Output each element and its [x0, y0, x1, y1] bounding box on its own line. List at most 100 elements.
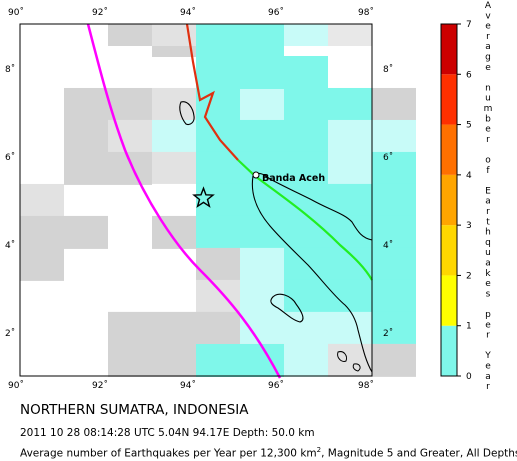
- colorbar-tick-label: 6: [466, 70, 472, 80]
- map-frame: [19, 23, 373, 377]
- grid-cell: [152, 151, 196, 185]
- grid-cell: [328, 119, 372, 153]
- grid-cell: [64, 119, 108, 153]
- lon-label-top: 90˚: [8, 7, 24, 18]
- banda-aceh-marker: [252, 171, 260, 179]
- grid-cell: [284, 247, 328, 281]
- grid-cell: [240, 215, 284, 249]
- grid-cell: [20, 247, 64, 281]
- grid-cell: [196, 151, 240, 185]
- grid-cell: [284, 151, 328, 185]
- lon-label-top: 94˚: [180, 7, 196, 18]
- grid-cell: [284, 215, 328, 249]
- grid-cell: [108, 343, 152, 377]
- colorbar-title-letter: t: [486, 217, 490, 227]
- grid-cell: [108, 151, 152, 185]
- grid-cell: [284, 343, 328, 377]
- grid-cell: [328, 87, 372, 121]
- colorbar-title-letter: r: [486, 331, 490, 341]
- grid-cell: [152, 119, 196, 153]
- lat-label-left: 8˚: [5, 64, 15, 75]
- grid-cell: [196, 344, 240, 377]
- grid-cell: [240, 247, 284, 281]
- grid-cell: [372, 343, 416, 377]
- grid-cell: [152, 24, 196, 46]
- grid-cell: [196, 24, 240, 57]
- colorbar-tick-label: 7: [466, 20, 472, 30]
- lat-label-left: 4˚: [5, 240, 15, 251]
- colorbar-title-letter: u: [485, 94, 491, 104]
- colorbar-title-letter: o: [485, 156, 491, 166]
- epicenter-star-icon: [192, 186, 215, 208]
- grid-cell: [196, 215, 240, 249]
- lon-label-bottom: 90˚: [8, 380, 24, 391]
- colorbar-title-letter: m: [484, 104, 493, 114]
- colorbar-segment: [441, 225, 457, 276]
- grid-cell: [152, 183, 196, 217]
- lat-label-left: 6˚: [5, 152, 15, 163]
- colorbar-title-letter: a: [485, 42, 491, 52]
- colorbar-title-letter: E: [485, 186, 491, 196]
- lon-label-top: 92˚: [92, 7, 108, 18]
- grid-cell: [372, 183, 416, 217]
- grid-cell: [372, 311, 416, 345]
- grid-cell: [372, 215, 416, 249]
- colorbar-title-letter: g: [485, 53, 491, 63]
- colorbar-segment: [441, 124, 457, 175]
- colorbar-title-letter: n: [485, 83, 491, 93]
- grid-cell: [284, 24, 328, 46]
- grid-cell: [284, 279, 328, 313]
- grid-cell: [240, 24, 284, 57]
- grid-cell: [372, 279, 416, 313]
- fault-line-red: [185, 23, 239, 161]
- colorbar-title-letter: v: [485, 11, 491, 21]
- lon-label-bottom: 96˚: [268, 380, 284, 391]
- colorbar-title-letter: e: [485, 125, 491, 135]
- fault-line-green: [237, 159, 373, 281]
- grid-cell: [240, 56, 284, 89]
- colorbar-title-letter: h: [485, 228, 491, 238]
- grid-cell: [284, 119, 328, 153]
- colorbar-title-letter: u: [485, 248, 491, 258]
- grid-cell: [152, 215, 196, 249]
- grid-cell: [240, 87, 284, 121]
- colorbar-title-letter: e: [485, 63, 491, 73]
- grid-cell: [328, 151, 372, 185]
- colorbar-title-letter: r: [486, 207, 490, 217]
- colorbar-title-letter: a: [485, 372, 491, 382]
- colorbar-title-letter: q: [485, 238, 491, 248]
- grid-cell: [152, 343, 196, 377]
- grid-cell: [284, 87, 328, 121]
- lon-label-top: 98˚: [358, 7, 374, 18]
- grid-cell: [240, 183, 284, 217]
- lon-label-top: 96˚: [268, 7, 284, 18]
- grid-cell: [372, 87, 416, 121]
- grid-cell: [64, 87, 108, 121]
- grid-cell: [152, 311, 196, 345]
- lat-label-right: 6˚: [383, 152, 393, 163]
- colorbar-tick-label: 0: [466, 372, 472, 382]
- grid-cell: [108, 119, 152, 153]
- colorbar-tick-label: 4: [466, 171, 472, 181]
- grid-cell: [372, 119, 416, 153]
- colorbar-title-letter: e: [485, 22, 491, 32]
- lat-label-left: 2˚: [5, 328, 15, 339]
- colorbar-title-letter: s: [486, 289, 491, 299]
- simeulue-island: [179, 101, 195, 126]
- grid-cell: [20, 183, 64, 217]
- event-info: 2011 10 28 08:14:28 UTC 5.04N 94.17E Dep…: [20, 427, 315, 439]
- colorbar-segment: [441, 275, 457, 326]
- lon-label-bottom: 98˚: [358, 380, 374, 391]
- grid-cell: [328, 343, 372, 377]
- colorbar-title-letter: f: [486, 166, 490, 176]
- grid-cell: [108, 24, 152, 46]
- colorbar-title-letter: a: [485, 197, 491, 207]
- grid-cell: [372, 151, 416, 185]
- grid-cell: [328, 55, 372, 89]
- sumatra-coastline: [251, 172, 373, 373]
- grid-cell: [108, 87, 152, 121]
- lon-label-bottom: 94˚: [180, 380, 196, 391]
